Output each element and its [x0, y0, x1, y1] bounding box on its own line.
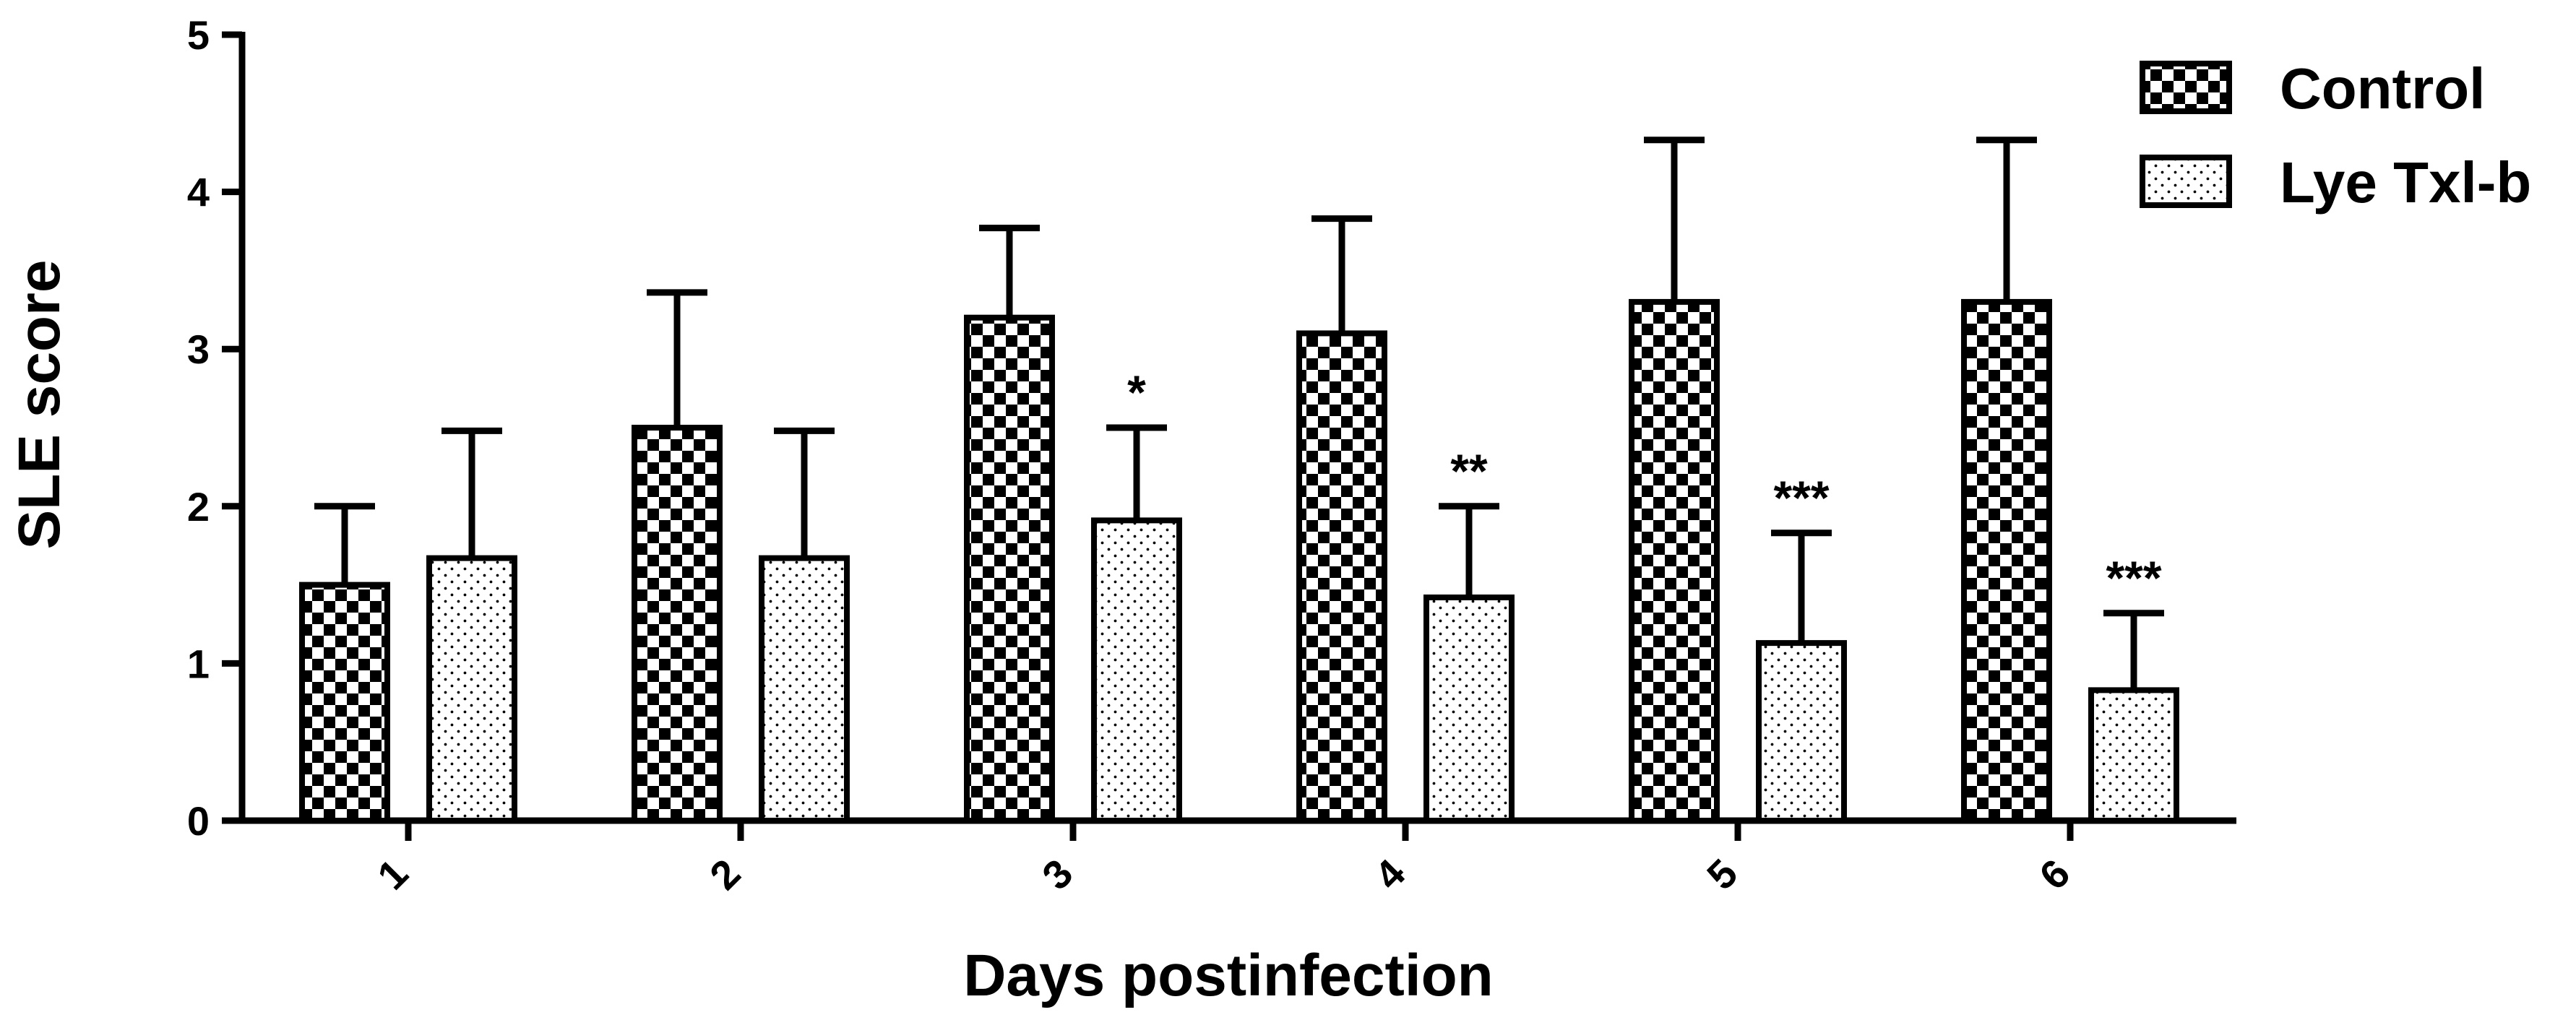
legend-swatch-lye-txl-b: [2140, 155, 2232, 208]
bar-lye-txl-b-day-3: [1091, 517, 1182, 824]
x-axis-title: Days postinfection: [963, 943, 1494, 1008]
bar-control-day-1: [299, 582, 390, 824]
significance-lye-txl-b-day-6: ***: [2106, 551, 2161, 605]
significance-lye-txl-b-day-3: *: [1127, 366, 1146, 419]
plot-area: 0 1 2 3 4 5 1 2 3 * 4 ** 5 *** 6 ***: [187, 12, 2236, 899]
y-tick-label-2: 2: [187, 484, 210, 530]
legend-swatch-control: [2140, 61, 2232, 114]
legend: Control Lye Txl-b: [2140, 56, 2531, 215]
bar-lye-txl-b-day-6: [2088, 687, 2179, 824]
x-tick-label-2: 2: [701, 850, 749, 899]
legend-label-lye-txl-b: Lye Txl-b: [2280, 150, 2531, 215]
y-axis-title: SLE score: [7, 259, 72, 549]
x-tick-label-5: 5: [1698, 850, 1746, 899]
x-tick-label-3: 3: [1033, 850, 1082, 899]
x-tick-label-1: 1: [369, 850, 417, 899]
bar-control-day-6: [1961, 298, 2052, 824]
bar-control-day-5: [1629, 298, 1720, 824]
bar-lye-txl-b-day-5: [1756, 640, 1847, 824]
bar-lye-txl-b-day-2: [759, 555, 850, 824]
x-tick-label-4: 4: [1366, 850, 1414, 899]
bar-lye-txl-b-day-4: [1423, 595, 1515, 824]
significance-lye-txl-b-day-4: **: [1450, 444, 1488, 498]
y-tick-label-3: 3: [187, 327, 210, 372]
significance-lye-txl-b-day-5: ***: [1773, 471, 1829, 524]
y-tick-label-4: 4: [187, 170, 210, 215]
y-tick-label-1: 1: [187, 641, 210, 686]
legend-label-control: Control: [2280, 56, 2485, 121]
y-tick-label-0: 0: [187, 798, 210, 844]
bar-control-day-4: [1296, 330, 1387, 824]
bar-lye-txl-b-day-1: [426, 555, 517, 824]
y-tick-label-5: 5: [187, 12, 210, 58]
x-tick-label-6: 6: [2030, 850, 2079, 899]
bar-control-day-2: [632, 425, 723, 824]
bar-control-day-3: [964, 314, 1055, 824]
